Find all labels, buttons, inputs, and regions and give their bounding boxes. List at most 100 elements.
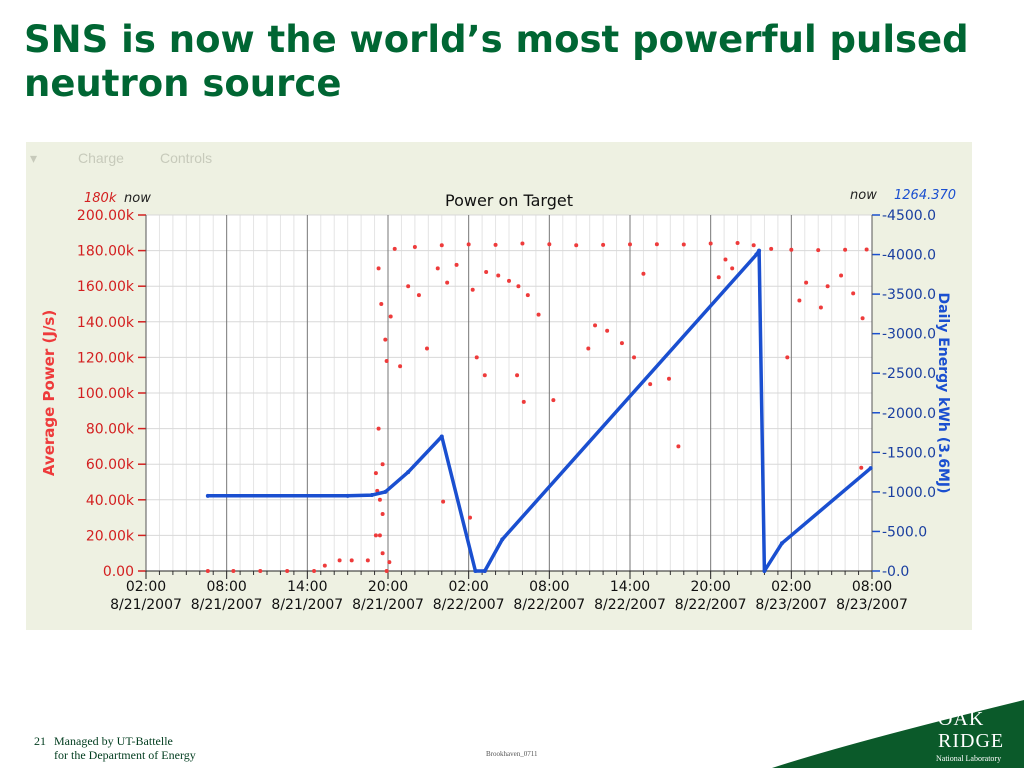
- power-point: [860, 316, 865, 321]
- power-point: [628, 242, 632, 247]
- x-tick-date: 8/23/2007: [836, 597, 908, 613]
- y2-tick-label: -3000.0: [882, 327, 936, 343]
- power-point: [377, 497, 382, 502]
- power-point: [424, 346, 429, 351]
- power-point: [735, 240, 740, 245]
- power-point: [751, 243, 756, 248]
- power-point: [205, 569, 210, 573]
- tab-marker: ▾: [30, 150, 38, 166]
- power-point: [515, 373, 520, 378]
- power-point: [380, 512, 385, 517]
- y-tick-label: 120.00k: [77, 350, 135, 366]
- power-point: [398, 364, 403, 369]
- power-point: [312, 569, 317, 573]
- energy-point: [439, 434, 444, 439]
- power-point: [654, 242, 659, 247]
- right-now-label: now: [850, 188, 877, 203]
- x-tick-time: 02:00: [448, 579, 488, 595]
- power-point: [373, 471, 378, 476]
- power-point: [484, 269, 489, 274]
- power-point: [789, 247, 794, 252]
- x-tick-date: 8/22/2007: [513, 597, 585, 613]
- power-point: [507, 278, 511, 283]
- power-point: [825, 284, 830, 289]
- power-point: [322, 563, 327, 568]
- power-point: [536, 312, 541, 317]
- power-point: [521, 399, 526, 404]
- power-point: [769, 246, 774, 251]
- power-point: [474, 355, 479, 360]
- power-point: [387, 560, 392, 565]
- power-point: [797, 298, 802, 303]
- x-tick-date: 8/21/2007: [191, 597, 263, 613]
- logo-background: [772, 686, 1024, 768]
- power-point: [388, 314, 393, 319]
- power-point: [376, 266, 381, 271]
- right-marker-label: 1264.370: [894, 188, 956, 203]
- chart-title: Power on Target: [445, 191, 573, 210]
- power-point: [804, 280, 809, 285]
- power-point: [445, 280, 450, 285]
- left-marker-label: 180k: [84, 191, 117, 206]
- energy-point: [500, 537, 505, 542]
- power-point: [586, 346, 591, 351]
- power-point: [231, 569, 236, 573]
- power-point: [349, 558, 354, 563]
- x-tick-time: 08:00: [206, 579, 246, 595]
- energy-point: [757, 248, 762, 253]
- tab-charge[interactable]: Charge: [78, 150, 124, 166]
- x-tick-date: 8/21/2007: [352, 597, 424, 613]
- energy-point: [345, 493, 350, 498]
- energy-line: [207, 248, 872, 573]
- y-tick-label: 100.00k: [77, 386, 135, 402]
- tab-controls[interactable]: Controls: [160, 150, 213, 166]
- power-point: [406, 284, 411, 289]
- y2-tick-label: -1500.0: [882, 445, 936, 461]
- power-point: [851, 291, 856, 296]
- x-tick-date: 8/23/2007: [755, 597, 827, 613]
- x-tick-time: 02:00: [126, 579, 166, 595]
- power-point: [839, 273, 844, 278]
- power-point: [843, 247, 848, 252]
- y2-tick-label: -2500.0: [882, 366, 936, 382]
- power-point: [605, 328, 610, 333]
- logo-oak: OAK: [938, 708, 985, 730]
- logo-national-laboratory: National Laboratory: [936, 754, 1002, 763]
- y2-tick-label: -4000.0: [882, 248, 936, 264]
- power-point: [285, 569, 290, 573]
- y2-tick-label: -4500.0: [882, 208, 936, 224]
- energy-point: [779, 541, 784, 546]
- power-point: [337, 558, 342, 563]
- y-tick-label: 60.00k: [86, 457, 135, 473]
- power-point: [365, 558, 370, 563]
- x-tick-time: 08:00: [529, 579, 569, 595]
- power-point: [380, 551, 385, 556]
- power-point: [470, 287, 475, 292]
- chart-panel: ▾ Charge Controls 0.00 20.00k 40.00k 60.00k…: [26, 142, 972, 630]
- energy-point: [383, 489, 388, 494]
- power-point: [468, 515, 473, 520]
- power-point: [547, 242, 552, 247]
- y2-tick-label: -3500.0: [882, 287, 936, 303]
- x-tick-date: 8/21/2007: [271, 597, 343, 613]
- power-point: [676, 444, 681, 449]
- y-axis-label: Average Power (J/s): [40, 310, 58, 476]
- power-point: [258, 569, 263, 573]
- energy-point: [369, 493, 374, 498]
- footer-department: for the Department of Energy: [54, 748, 196, 762]
- power-point: [681, 242, 686, 247]
- oak-leaf-icon: [904, 686, 940, 724]
- energy-point: [762, 569, 767, 573]
- power-point: [551, 398, 556, 403]
- power-point: [648, 382, 653, 387]
- y2-tick-label: -1000.0: [882, 485, 936, 501]
- y2-axis-label: Daily Energy kWh (3.6MJ): [935, 293, 951, 494]
- power-point: [412, 245, 417, 250]
- power-point: [379, 302, 384, 306]
- y2-tick-label: -0.0: [882, 564, 909, 580]
- y-tick-label: 0.00: [103, 564, 134, 580]
- y-tick-label: 180.00k: [77, 244, 135, 260]
- power-on-target-chart: 0.00 20.00k 40.00k 60.00k 80.00k 100.00k 120.0…: [40, 188, 956, 613]
- power-point: [482, 373, 487, 378]
- power-point: [632, 355, 637, 360]
